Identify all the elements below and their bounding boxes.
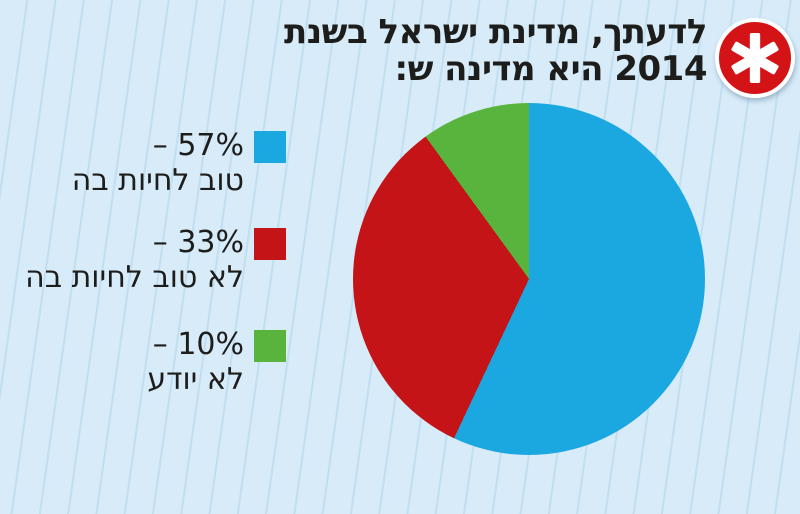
legend-swatch-green	[254, 330, 286, 362]
legend-label-dont-know: לא יודע	[147, 362, 244, 397]
legend-swatch-blue	[254, 131, 286, 163]
legend-value-not-good: 33% –	[152, 225, 244, 260]
chart-title: לדעתך, מדינת ישראל בשנת 2014 היא מדינה ש…	[284, 14, 707, 88]
legend-text-good: 57% – טוב לחיות בה	[72, 128, 244, 198]
legend-value-good: 57% –	[152, 128, 244, 163]
legend-value-dont-know: 10% –	[152, 327, 244, 362]
asterisk-logo	[715, 18, 795, 98]
legend-item-dont-know: 10% – לא יודע	[147, 327, 286, 397]
legend-swatch-red	[254, 228, 286, 260]
pie-chart	[353, 103, 705, 455]
legend-text-not-good: 33% – לא טוב לחיות בה	[25, 225, 244, 295]
legend-text-dont-know: 10% – לא יודע	[147, 327, 244, 397]
legend-item-not-good: 33% – לא טוב לחיות בה	[25, 225, 286, 295]
chart-title-line-2: 2014 היא מדינה ש:	[394, 49, 707, 89]
legend-item-good: 57% – טוב לחיות בה	[72, 128, 286, 198]
legend-label-good: טוב לחיות בה	[71, 163, 244, 198]
asterisk-icon	[731, 33, 779, 83]
legend-label-not-good: לא טוב לחיות בה	[25, 260, 244, 295]
chart-title-line-1: לדעתך, מדינת ישראל בשנת	[284, 12, 707, 52]
